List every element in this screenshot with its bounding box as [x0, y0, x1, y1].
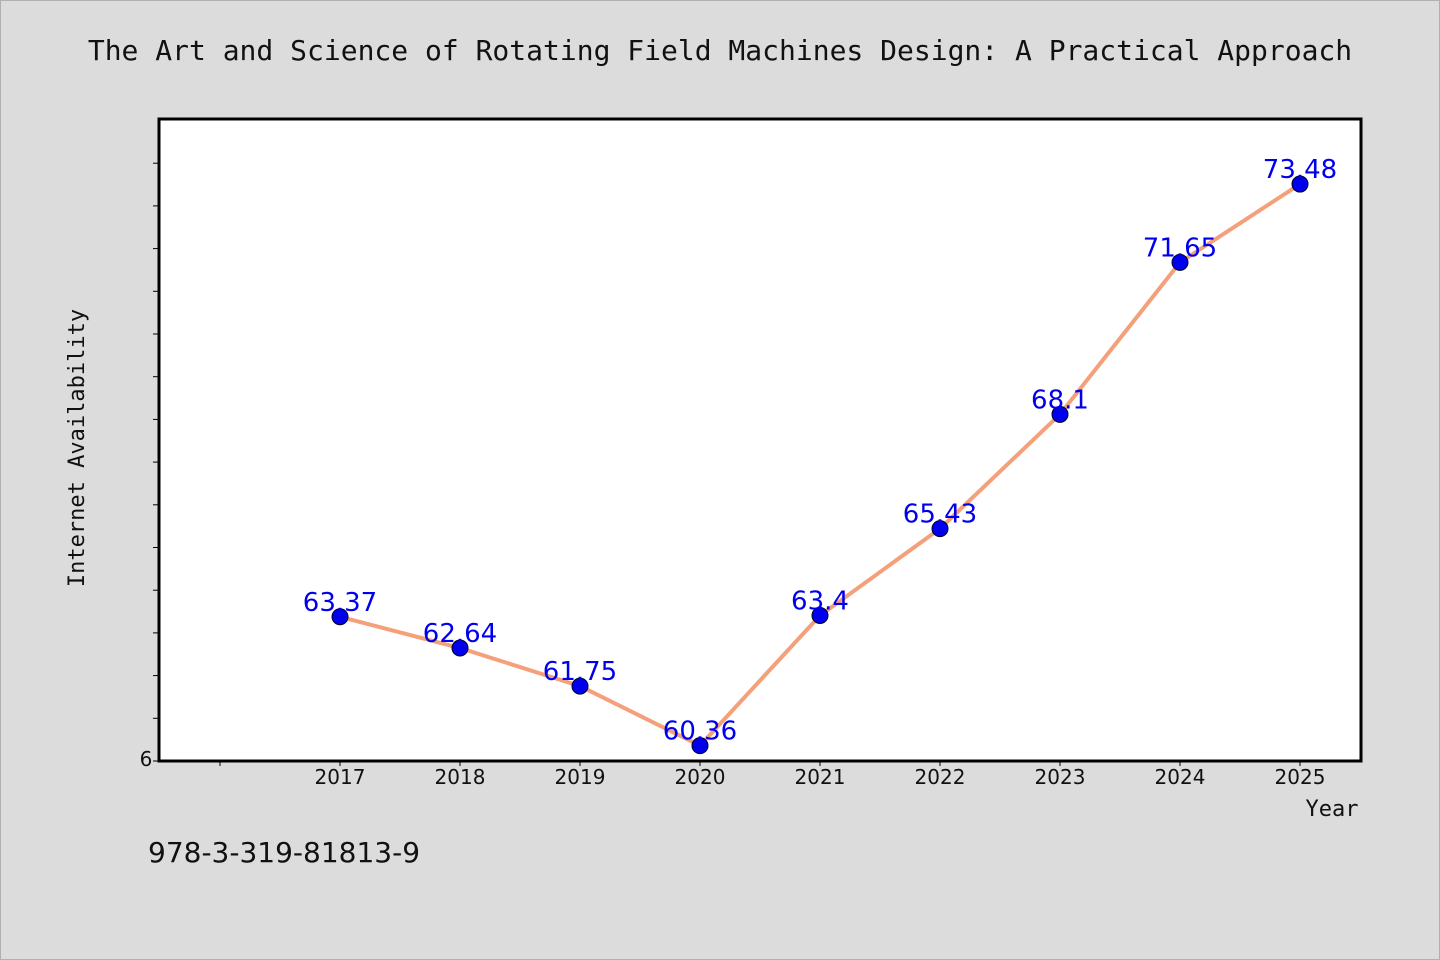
data-label: 65.43 — [903, 500, 977, 530]
data-point — [1291, 175, 1309, 193]
data-label: 60.36 — [663, 717, 737, 747]
x-tick-label: 2025 — [1275, 765, 1326, 789]
data-label: 73.48 — [1263, 155, 1337, 185]
data-point — [811, 606, 829, 624]
y-tick-label: 6 — [140, 747, 153, 771]
y-axis-ticks — [153, 162, 159, 762]
data-point — [1171, 253, 1189, 271]
y-axis-title: Internet Availability — [65, 309, 90, 587]
x-tick-label: 2024 — [1155, 765, 1206, 789]
x-axis-ticks: 2017 2018 2019 2020 2021 2022 2023 2024 2025 — [219, 761, 1326, 789]
data-labels: 63.37 62.64 61.75 60.36 63.4 65.43 68.1 71.65 73… — [303, 155, 1337, 747]
data-label: 68.1 — [1031, 385, 1089, 415]
data-label: 63.37 — [303, 588, 377, 618]
data-point — [331, 608, 349, 626]
x-tick-label: 2020 — [675, 765, 726, 789]
data-point — [571, 677, 589, 695]
data-point — [1051, 405, 1069, 423]
data-point — [931, 520, 949, 538]
x-tick-label: 2023 — [1035, 765, 1086, 789]
x-tick-label: 2017 — [315, 765, 366, 789]
x-axis-title: Year — [1306, 797, 1359, 822]
x-tick-label: 2021 — [795, 765, 846, 789]
data-point — [451, 639, 469, 657]
series-markers — [331, 175, 1309, 755]
plot-area — [157, 117, 1363, 763]
data-label: 61.75 — [543, 657, 617, 687]
x-tick-label: 2019 — [555, 765, 606, 789]
x-tick-label: 2018 — [435, 765, 486, 789]
x-tick-label: 2022 — [915, 765, 966, 789]
data-point — [691, 737, 709, 755]
chart-title: The Art and Science of Rotating Field Ma… — [87, 34, 1353, 67]
data-label: 71.65 — [1143, 233, 1217, 263]
data-label: 62.64 — [423, 619, 497, 649]
isbn-footer: 978-3-319-81813-9 — [148, 836, 421, 869]
data-label: 63.4 — [791, 586, 849, 616]
